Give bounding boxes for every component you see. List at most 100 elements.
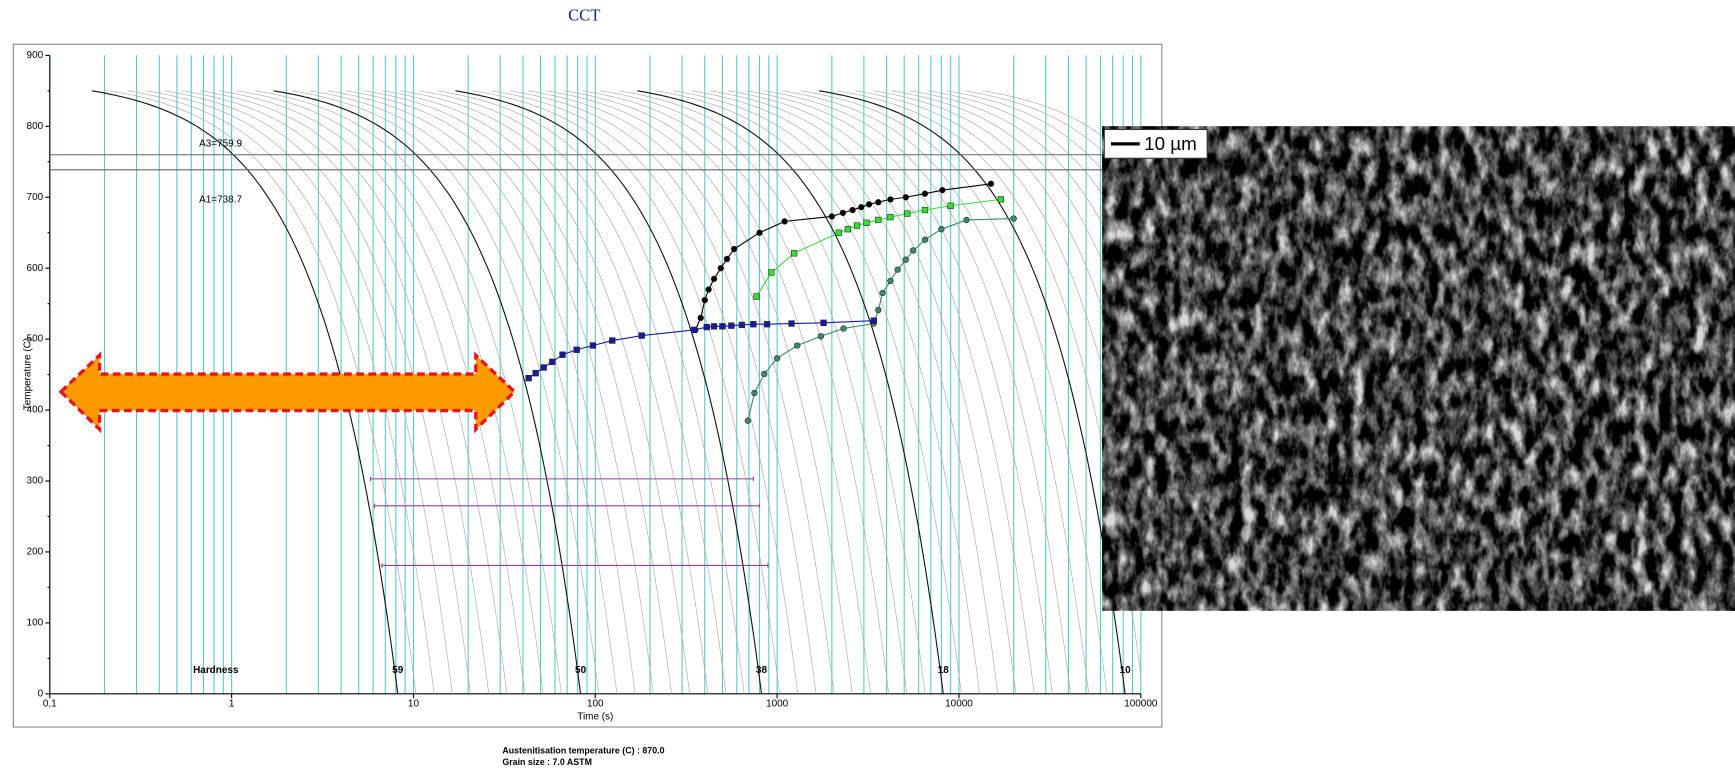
data-point <box>745 418 751 424</box>
data-point <box>702 297 708 303</box>
data-point <box>964 217 970 223</box>
data-point <box>836 230 842 236</box>
data-point <box>818 333 824 339</box>
x-tick-label: 100000 <box>1124 698 1158 709</box>
critical-label: A1=738.7 <box>199 194 242 205</box>
y-tick-label: 300 <box>27 476 44 487</box>
x-tick-label: 10 <box>408 698 420 709</box>
chart-title: CCT <box>568 5 600 24</box>
x-tick-label: 10000 <box>945 698 973 709</box>
data-point <box>875 217 881 223</box>
footer-line: Austenitisation temperature (C) : 870.0 <box>502 746 664 756</box>
data-point <box>988 181 994 187</box>
data-point <box>720 323 726 329</box>
data-point <box>904 211 910 217</box>
hardness-value: 18 <box>938 665 950 676</box>
y-tick-label: 800 <box>27 121 44 132</box>
critical-label: A3=759.9 <box>199 138 242 149</box>
data-point <box>910 248 916 254</box>
data-point <box>871 318 877 324</box>
data-point <box>791 250 797 256</box>
data-point <box>526 375 532 381</box>
data-point <box>864 220 870 226</box>
data-point <box>757 230 763 236</box>
data-point <box>1011 216 1017 222</box>
data-point <box>769 270 775 276</box>
data-point <box>711 276 717 282</box>
data-point <box>948 203 954 209</box>
data-point <box>875 199 881 205</box>
data-point <box>821 320 827 326</box>
data-point <box>922 207 928 213</box>
data-point <box>880 290 886 296</box>
y-tick-label: 900 <box>27 50 44 61</box>
data-point <box>639 333 645 339</box>
data-point <box>752 390 758 396</box>
hardness-value: 38 <box>756 665 768 676</box>
micrograph: 10 µm <box>1102 126 1735 611</box>
data-point <box>875 307 881 313</box>
data-point <box>789 321 795 327</box>
data-point <box>895 267 901 273</box>
data-point <box>761 371 767 377</box>
data-point <box>724 256 730 262</box>
figure: CCT 0,1110100100010000100000010020030040… <box>0 0 1735 768</box>
x-tick-label: 100 <box>587 698 604 709</box>
page: CCT 0,1110100100010000100000010020030040… <box>0 0 1735 768</box>
data-point <box>858 204 864 210</box>
data-point <box>774 355 780 361</box>
y-tick-label: 200 <box>27 547 44 558</box>
footer-line: Grain size : 7.0 ASTM <box>502 757 592 767</box>
data-point <box>560 352 566 358</box>
data-point <box>840 210 846 216</box>
data-point <box>850 207 856 213</box>
y-tick-label: 700 <box>27 192 44 203</box>
x-tick-label: 1 <box>229 698 235 709</box>
data-point <box>794 343 800 349</box>
data-point <box>718 265 724 271</box>
y-tick-label: 600 <box>27 263 44 274</box>
x-tick-label: 0,1 <box>43 698 57 709</box>
x-tick-label: 1000 <box>766 698 789 709</box>
data-point <box>754 294 760 300</box>
data-point <box>922 237 928 243</box>
data-point <box>691 327 697 333</box>
data-point <box>903 194 909 200</box>
data-point <box>841 326 847 332</box>
data-point <box>590 343 596 349</box>
data-point <box>698 315 704 321</box>
data-point <box>866 201 872 207</box>
data-point <box>609 338 615 344</box>
data-point <box>845 226 851 232</box>
x-axis-label: Time (s) <box>577 712 613 723</box>
hardness-value: 59 <box>392 665 404 676</box>
data-point <box>938 226 944 232</box>
data-point <box>706 287 712 293</box>
data-point <box>533 370 539 376</box>
data-point <box>541 365 547 371</box>
hardness-label: Hardness <box>193 665 239 676</box>
micrograph-texture <box>1102 126 1735 611</box>
data-point <box>888 196 894 202</box>
data-point <box>939 187 945 193</box>
data-point <box>998 196 1004 202</box>
y-tick-label: 0 <box>38 688 44 699</box>
data-point <box>711 323 717 329</box>
y-axis-label: Temperature (C) <box>22 338 33 410</box>
data-point <box>739 322 745 328</box>
data-point <box>764 321 770 327</box>
data-point <box>574 347 580 353</box>
data-point <box>704 324 710 330</box>
data-point <box>903 257 909 263</box>
data-point <box>922 191 928 197</box>
data-point <box>728 323 734 329</box>
data-point <box>750 321 756 327</box>
data-point <box>829 214 835 220</box>
data-point <box>782 218 788 224</box>
y-tick-label: 100 <box>27 618 44 629</box>
data-point <box>731 246 737 252</box>
data-point <box>549 359 555 365</box>
hardness-value: 10 <box>1120 665 1132 676</box>
data-point <box>888 214 894 220</box>
data-point <box>888 278 894 284</box>
